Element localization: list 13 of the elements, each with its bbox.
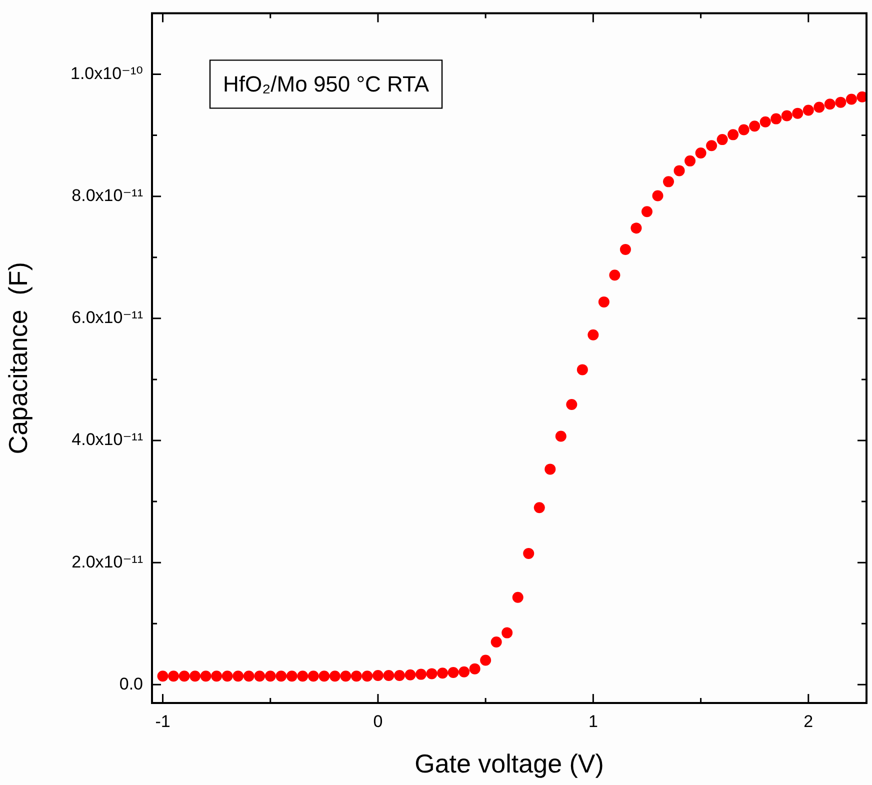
x-tick-label: 0 [373, 712, 383, 731]
y-tick-label: 4.0x10⁻¹¹ [72, 430, 144, 450]
y-tick-label: 2.0x10⁻¹¹ [72, 552, 144, 572]
y-tick-label: 0.0 [119, 674, 143, 694]
y-tick-label: 1.0x10⁻¹⁰ [70, 64, 144, 83]
annotation: HfO₂/Mo 950 °C RTA [223, 71, 430, 96]
x-tick-label: -1 [155, 712, 170, 731]
x-tick-label: 2 [804, 712, 814, 731]
y-axis-title: Capacitance (F) [2, 262, 33, 454]
y-tick-label: 6.0x10⁻¹¹ [72, 308, 144, 328]
y-tick-label: 8.0x10⁻¹¹ [72, 186, 144, 206]
x-tick-label: 1 [588, 712, 598, 731]
x-axis-title: Gate voltage (V) [414, 748, 604, 779]
